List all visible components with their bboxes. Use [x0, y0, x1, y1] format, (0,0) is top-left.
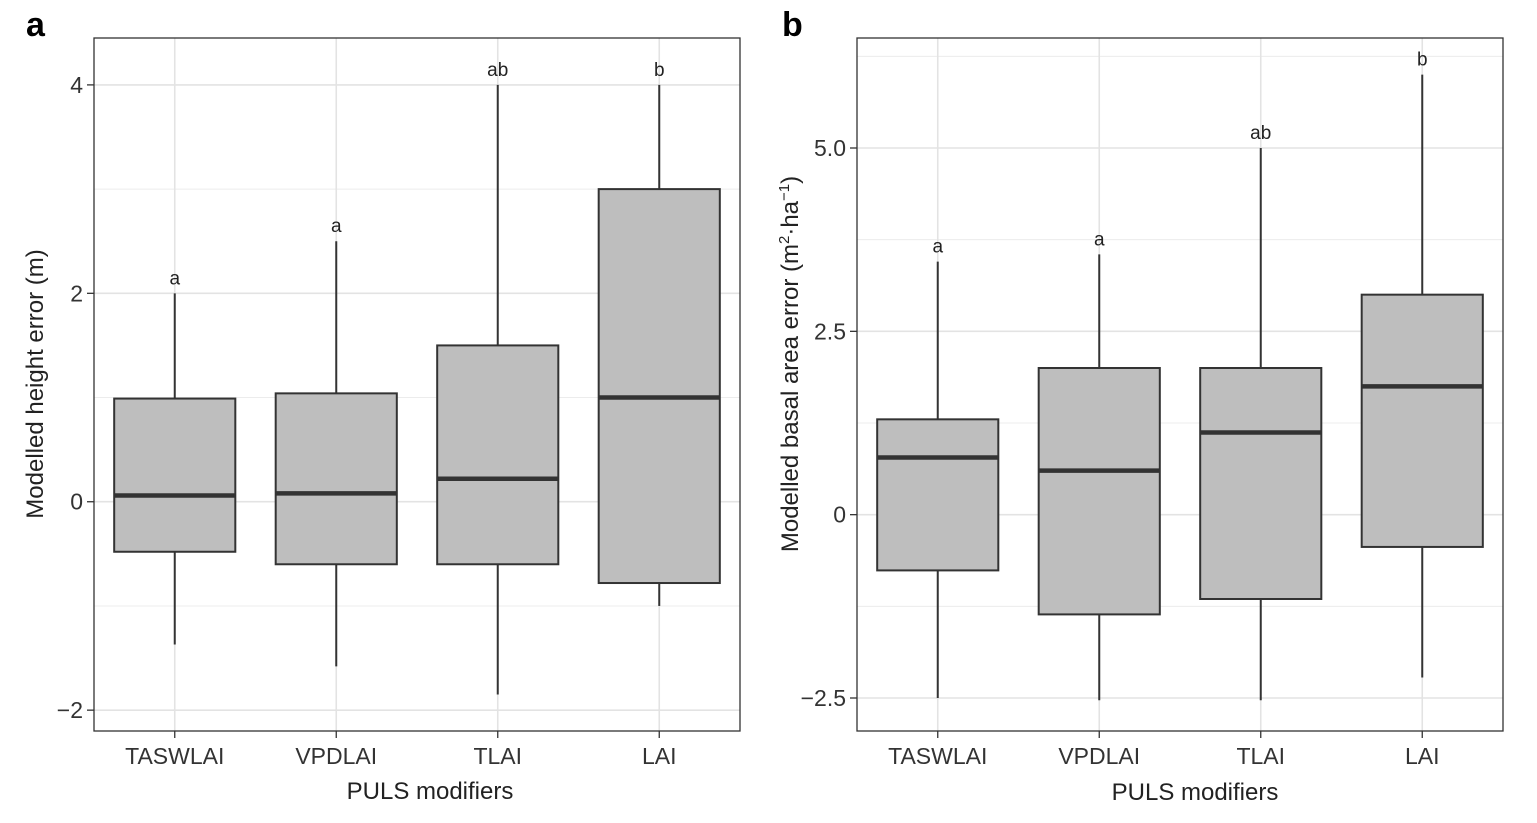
box-tlai-iqr-box	[1199, 367, 1323, 600]
panel-b-y-axis-title: Modelled basal area error (m2·ha−1)	[776, 176, 804, 552]
panel-b: b a a ab b −2.5 0 2.5 5.0 TASWLAI VPDLAI TLAI LAI…	[776, 6, 1504, 806]
box-vpdlai-iqr-box	[1037, 367, 1161, 616]
panel-a-y-axis-title: Modelled height error (m)	[22, 249, 49, 518]
panel-a-boxes: a a ab b	[113, 60, 721, 695]
box-taswlai-iqr-box	[113, 397, 237, 553]
box-vpdlai-iqr-box	[274, 392, 398, 566]
box-lai-iqr-box	[597, 188, 721, 585]
panel-b-boxes: a a ab b	[876, 50, 1484, 701]
panel-b-y-title-sup2: −1	[776, 184, 793, 201]
panel-b-y-title-suffix: )	[777, 176, 804, 184]
y-tick-label: 0	[70, 489, 83, 515]
panel-b-y-title-sup1: 2	[776, 236, 793, 244]
box-taswlai-significance-letter: a	[932, 237, 943, 258]
panel-a-plot-border	[93, 37, 741, 732]
panel-b-plot-border	[856, 37, 1504, 732]
panel-b-y-title-prefix: Modelled basal area error (m	[777, 244, 804, 552]
box-lai-significance-letter: b	[1417, 50, 1428, 71]
box-taswlai-significance-letter: a	[169, 268, 180, 289]
panel-b-letter: b	[782, 6, 803, 44]
panel-b-x-axis: TASWLAI VPDLAI TLAI LAI	[888, 731, 1440, 769]
y-tick-label: 2	[70, 280, 83, 306]
x-tick-label: LAI	[642, 743, 677, 769]
panel-a-x-axis: TASWLAI VPDLAI TLAI LAI	[125, 731, 677, 769]
panel-a-y-axis: −2 0 2 4	[57, 72, 94, 723]
y-tick-label: 5.0	[814, 135, 846, 161]
y-tick-label: 4	[70, 72, 83, 98]
panel-a-x-axis-title: PULS modifiers	[347, 778, 514, 805]
x-tick-label: VPDLAI	[1058, 743, 1140, 769]
panel-b-x-axis-title: PULS modifiers	[1112, 779, 1279, 806]
y-tick-label: −2	[57, 697, 83, 723]
box-lai-significance-letter: b	[654, 60, 665, 81]
box-vpdlai-significance-letter: a	[331, 216, 342, 237]
box-tlai-significance-letter: ab	[1250, 123, 1271, 144]
panel-b-y-axis: −2.5 0 2.5 5.0	[801, 135, 857, 711]
box-lai-iqr-box	[1360, 293, 1484, 548]
x-tick-label: TLAI	[1236, 743, 1285, 769]
panel-b-y-title-mid: ·ha	[777, 200, 804, 235]
panel-a: a a a ab b −2 0 2 4 TASWLAI VPDLAI TLAI LAI PULS …	[22, 6, 741, 805]
y-tick-label: 2.5	[814, 318, 846, 344]
y-tick-label: −2.5	[801, 685, 846, 711]
x-tick-label: TASWLAI	[888, 743, 987, 769]
box-vpdlai-significance-letter: a	[1094, 229, 1105, 250]
x-tick-label: VPDLAI	[295, 743, 377, 769]
y-tick-label: 0	[833, 502, 846, 528]
box-taswlai-iqr-box	[876, 418, 1000, 572]
box-tlai-iqr-box	[436, 344, 560, 566]
x-tick-label: LAI	[1405, 743, 1440, 769]
x-tick-label: TASWLAI	[125, 743, 224, 769]
x-tick-label: TLAI	[473, 743, 522, 769]
box-tlai-significance-letter: ab	[487, 60, 508, 81]
panel-a-letter: a	[26, 6, 46, 44]
